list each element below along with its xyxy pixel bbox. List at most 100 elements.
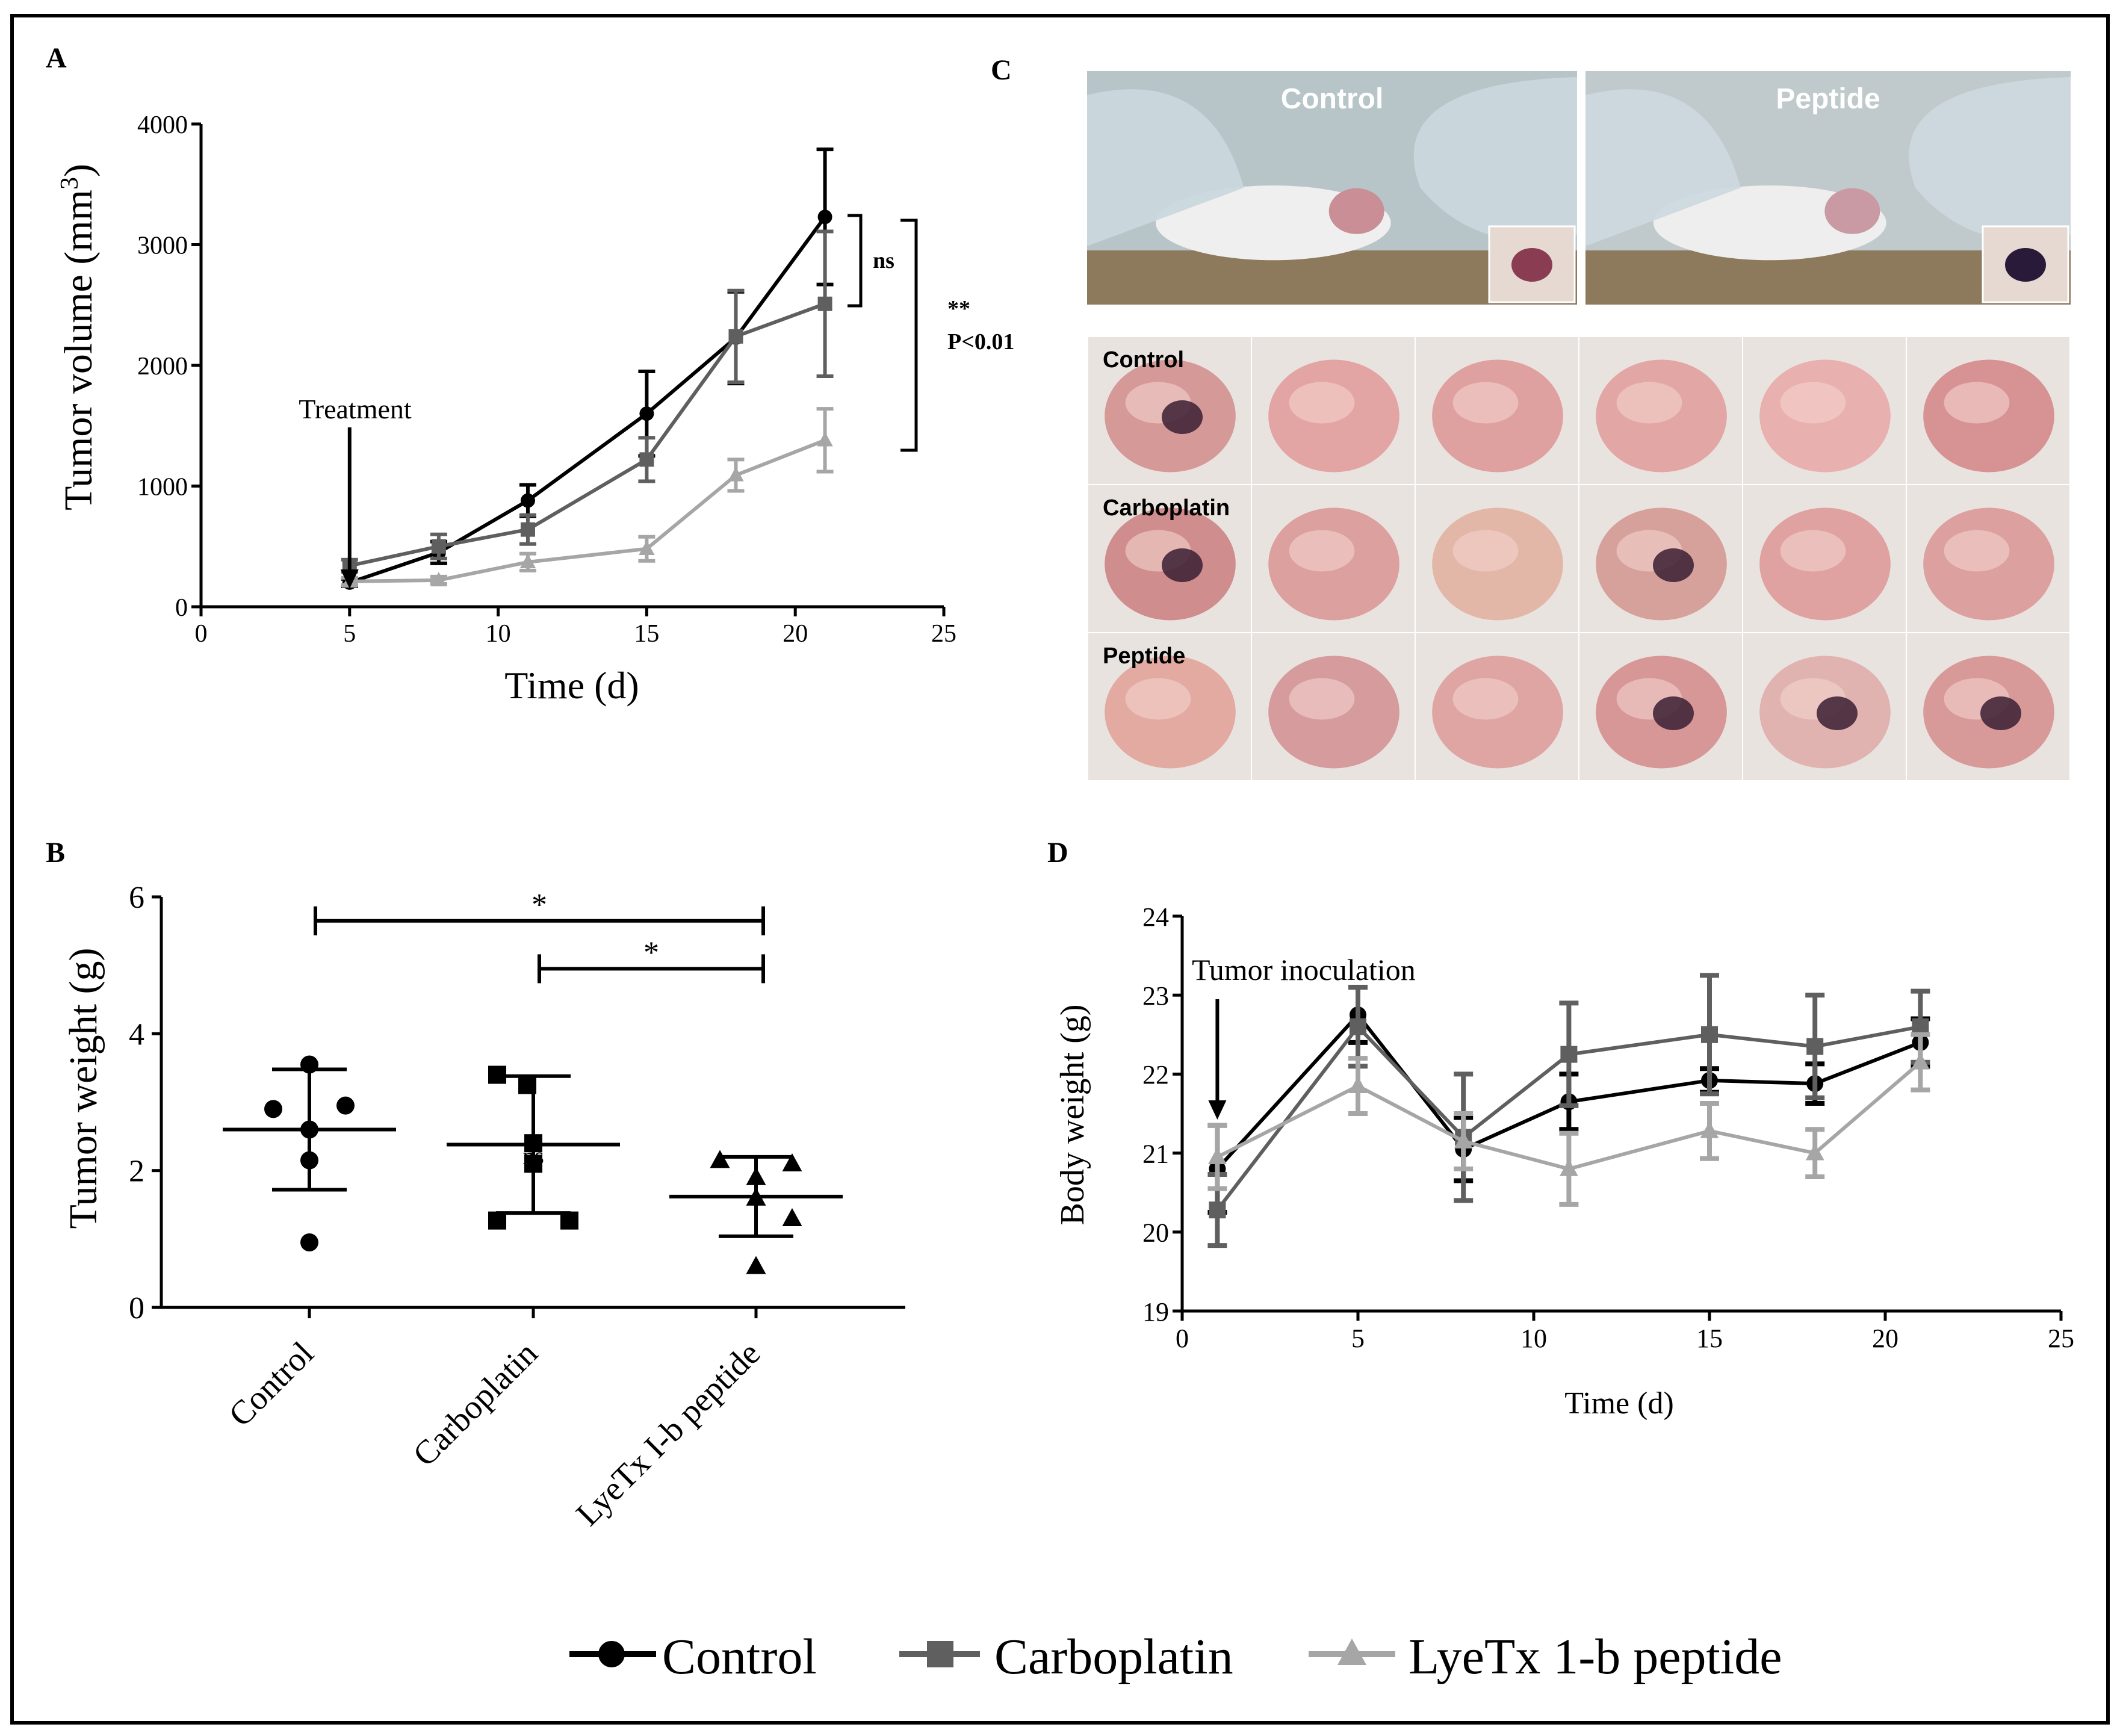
panel-a-data-point [817, 432, 833, 447]
panel-a-data-point [519, 554, 536, 569]
panel-a-data-point [817, 296, 832, 311]
tumor-row-label: Control [1103, 347, 1184, 373]
panel-a-data-point [817, 209, 832, 225]
panel-c-photos: Control Peptide Control Carboplatin Peptide [1087, 71, 2071, 780]
panel-b-data-point [782, 1153, 802, 1172]
glove-right [1413, 77, 1577, 241]
panel-a-treatment-arrow-head [340, 569, 359, 589]
panel-a-x-axis-label: Time (d) [504, 664, 639, 707]
legend-peptide-label: LyeTx 1-b peptide [1409, 1629, 1782, 1685]
panel-b-data-point [336, 1096, 355, 1115]
panel-d-data-point [1209, 1201, 1226, 1219]
tumor-highlight [1289, 530, 1355, 572]
tumor-highlight [1452, 530, 1519, 572]
panel-a-data-point [430, 572, 447, 587]
panel-c-tumor-cell [1907, 337, 2069, 484]
panel-a-series-line-0 [349, 215, 826, 584]
panel-b-label: B [46, 837, 65, 869]
panel-b-category-label: LyeTx I-b peptide [569, 1335, 767, 1533]
tumor-highlight [1944, 382, 2010, 424]
tumor-highlight [1616, 382, 1682, 424]
panel-b-data-point [746, 1256, 766, 1274]
panel-c-tumor-cell [1252, 485, 1415, 632]
panel-d-data-point [1454, 1131, 1473, 1149]
panel-a-x-tick-label: 0 [195, 620, 208, 648]
panel-c-tumor-cell [1088, 485, 1251, 632]
panel-d-axes: 0 5 10 15 20 25 19 20 21 22 23 24 [1142, 902, 2074, 1353]
panel-d-data-point [1701, 1026, 1718, 1043]
panel-a-p-value: P<0.01 [947, 329, 1014, 355]
panel-a-x-tick-label: 25 [931, 620, 956, 648]
panel-c-tumor-cell [1416, 485, 1578, 632]
panel-b-data-point [264, 1100, 282, 1118]
tumor [1824, 188, 1880, 234]
panel-a-label: A [46, 42, 67, 74]
panel-d: D 0 5 10 15 20 25 19 20 21 22 23 24 Body weight (g)… [1047, 837, 2074, 1421]
tumor-dark-spot [1162, 400, 1203, 434]
panel-c-tumor-cell [1088, 337, 1251, 484]
legend: Control Carboplatin LyeTx 1-b peptide [569, 1629, 1782, 1685]
panel-c-label: C [991, 54, 1012, 86]
panel-d-x-tick-label: 0 [1176, 1324, 1189, 1353]
panel-a-marks [340, 147, 834, 590]
inset-tumor [2005, 248, 2046, 282]
panel-d-inoculation-label: Tumor inoculation [1192, 953, 1416, 987]
panel-a-y-axis-label: Tumor volume (mm3) [56, 164, 101, 510]
tumor-dark-spot [1653, 696, 1694, 730]
panel-c-tumor-cell [1416, 633, 1578, 780]
panel-b-y-tick-label: 2 [129, 1155, 144, 1189]
panel-a-y-axis-label-main: Tumor volume (mm [57, 190, 101, 510]
panel-c-tumor-cell [1907, 485, 2069, 632]
panel-c: C Control Peptide Control Carboplatin Peptid… [991, 54, 2071, 780]
panel-c-tumor-cell [1743, 337, 1906, 484]
tumor-highlight [1780, 382, 1846, 424]
panel-c-tumor-cell [1416, 337, 1578, 484]
panel-a-data-point [728, 467, 744, 482]
panel-c-tumor-cell [1743, 485, 1906, 632]
panel-d-marks [1207, 973, 1930, 1248]
panel-a-data-point [639, 452, 654, 467]
tumor-dark-spot [1817, 696, 1858, 730]
tumor-row-label: Peptide [1103, 643, 1185, 669]
panel-a: A 0 5 10 15 20 25 0 1000 2000 3000 4000 Tumor volu… [46, 42, 1014, 707]
top-photo-label: Peptide [1776, 83, 1880, 115]
panel-a-x-tick-label: 5 [343, 620, 356, 648]
panel-d-x-tick-label: 10 [1520, 1324, 1547, 1353]
panel-a-y-tick-label: 0 [175, 594, 188, 622]
panel-b-y-tick-label: 4 [129, 1017, 144, 1052]
panel-a-series-line-2 [349, 438, 826, 583]
tumor-highlight [1944, 530, 2010, 572]
panel-a-data-point [520, 493, 535, 508]
legend-control-marker [598, 1641, 625, 1667]
glove-right [1909, 77, 2071, 241]
panel-d-data-point [1350, 1018, 1366, 1035]
panel-d-x-tick-label: 5 [1351, 1324, 1365, 1353]
panel-d-data-point [1348, 1076, 1368, 1093]
tumor-highlight [1289, 382, 1355, 424]
legend-carboplatin-marker [927, 1641, 953, 1667]
panel-d-label: D [1047, 837, 1068, 869]
panel-d-data-point [1208, 1147, 1227, 1165]
panel-b-marks: ns * * [223, 888, 843, 1274]
panel-a-data-point [520, 522, 535, 537]
panel-d-y-tick-label: 19 [1142, 1297, 1169, 1327]
panel-c-tumor-cell [1088, 633, 1251, 780]
panel-d-x-tick-label: 25 [2048, 1324, 2074, 1353]
panel-d-y-tick-label: 23 [1142, 981, 1169, 1011]
tumor-highlight [1452, 678, 1519, 720]
inset-tumor [1511, 248, 1552, 282]
tumor [1328, 188, 1384, 234]
panel-a-y-tick-label: 1000 [137, 474, 188, 501]
tumor-highlight [1452, 382, 1519, 424]
panel-a-sig-bracket [900, 219, 918, 452]
panel-b-ns-label: ns [522, 1142, 544, 1169]
legend-peptide-marker [1337, 1638, 1366, 1665]
panel-d-data-point [1911, 1052, 1930, 1070]
panel-a-treatment-label: Treatment [299, 394, 412, 424]
panel-c-tumor-cell [1907, 633, 2069, 780]
panel-c-top-photo-0: Control [1087, 71, 1577, 305]
panel-d-inoculation-arrow-head [1208, 1100, 1227, 1120]
panel-b-category-label: Carboplatin [406, 1335, 545, 1474]
tumor-highlight [1125, 678, 1191, 720]
